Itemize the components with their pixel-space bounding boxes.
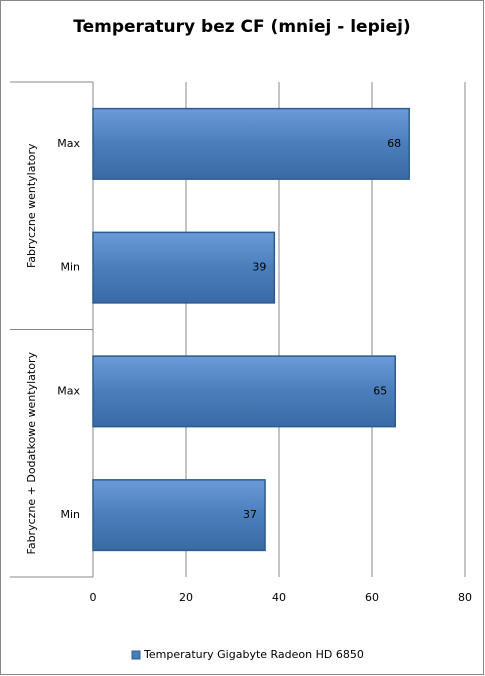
bar [92,231,276,304]
bar [92,107,410,180]
y-tick-label: Max [57,137,80,150]
group-label: Fabryczne wentylatory [25,143,38,268]
x-tick-label: 40 [272,591,286,604]
legend-label: Temperatury Gigabyte Radeon HD 6850 [143,648,364,661]
x-tick-label: 0 [90,591,97,604]
group-label: Fabryczne + Dodatkowe wentylatory [25,352,38,555]
value-label: 65 [373,384,387,397]
x-tick-label: 20 [179,591,193,604]
y-tick-label: Min [60,261,80,274]
y-tick-label: Max [57,384,80,397]
value-label: 39 [252,261,266,274]
chart-title: Temperatury bez CF (mniej - lepiej) [73,17,410,37]
x-tick-label: 80 [458,591,472,604]
y-tick-label: Min [60,508,80,521]
bar [92,355,396,428]
bar [92,479,266,552]
x-tick-label: 60 [365,591,379,604]
value-label: 68 [387,137,401,150]
legend-swatch [131,650,141,660]
value-label: 37 [243,508,257,521]
